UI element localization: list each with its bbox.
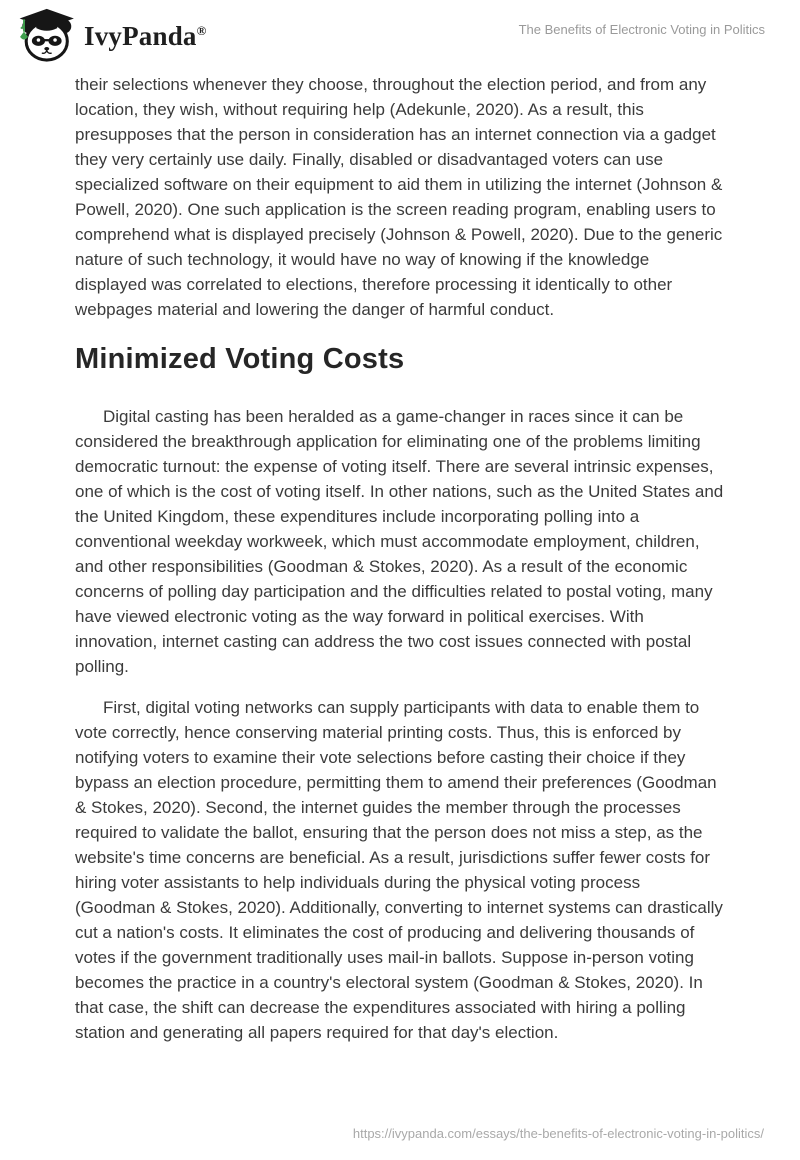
ivypanda-panda-logo-icon [14, 8, 76, 64]
paragraph: First, digital voting networks can suppl… [75, 698, 723, 1042]
running-title: The Benefits of Electronic Voting in Pol… [518, 22, 765, 37]
source-url-link[interactable]: https://ivypanda.com/essays/the-benefits… [352, 1126, 764, 1141]
page-footer: https://ivypanda.com/essays/the-benefits… [353, 1126, 764, 1141]
paragraph: Digital casting has been heralded as a g… [75, 407, 724, 676]
section-heading: Minimized Voting Costs [75, 343, 405, 375]
paragraph-continuation: their selections whenever they choose, t… [75, 75, 723, 319]
essay-body: their selections whenever they choose, t… [0, 70, 800, 1045]
page-header: IvyPanda® The Benefits of Electronic Vot… [0, 0, 800, 70]
brand: IvyPanda® [14, 8, 207, 64]
registered-mark: ® [196, 23, 207, 38]
brand-name: IvyPanda® [84, 21, 207, 51]
